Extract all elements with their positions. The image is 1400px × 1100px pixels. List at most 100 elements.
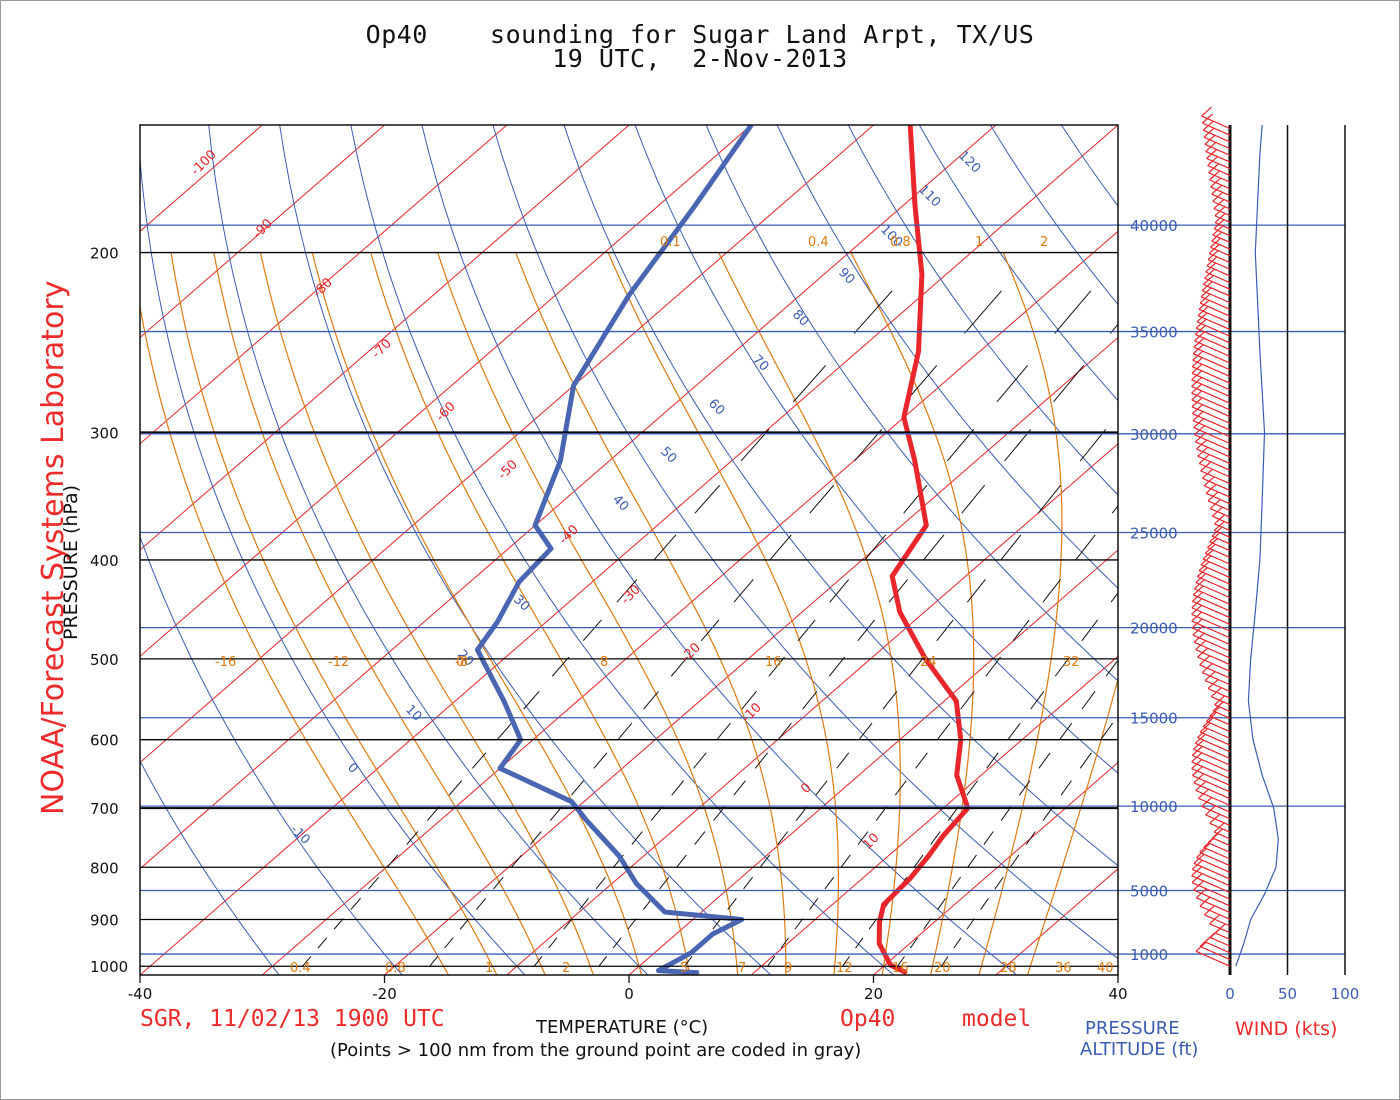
altitude-tick-label: 5000 (1130, 882, 1168, 900)
mixing-ratio-bottom-label: 9 (784, 961, 792, 976)
temperature-point (955, 700, 958, 702)
mixing-ratio-dash (923, 918, 932, 930)
mixing-ratio-dash (616, 579, 638, 603)
wind-barb (1211, 696, 1231, 706)
wind-barb (1202, 477, 1231, 491)
mixing-ratio-top-label: 0.4 (808, 235, 829, 250)
dewpoint-point (663, 911, 666, 913)
mixing-ratio-dash (627, 918, 637, 930)
mixing-ratio-top-label: 2 (1040, 235, 1048, 250)
altitude-tick-label: 15000 (1130, 710, 1178, 728)
isotherm-label: -30 (618, 582, 644, 608)
mixing-ratio-dash (659, 876, 670, 890)
mixing-ratio-dash (459, 918, 470, 930)
isotherm-line (750, 655, 1118, 975)
mixing-ratio-dash (864, 534, 887, 561)
mixing-ratio-dash (857, 619, 876, 642)
mixing-ratio-bottom-label: 16 (892, 961, 909, 976)
mixing-ratio-dash (1054, 290, 1092, 334)
altitude-tick-label: 30000 (1130, 426, 1178, 444)
wind-speed-profile (1235, 124, 1279, 967)
mixing-ratio-dash (937, 898, 946, 910)
mixing-ratio-dash (317, 937, 328, 949)
wind-barb (1191, 406, 1231, 424)
mixing-ratio-dash (966, 918, 975, 930)
mixing-ratio-dash (909, 937, 918, 949)
mixing-ratio-dash (548, 937, 558, 949)
station-label: SGR, 11/02/13 1900 UTC (140, 1006, 445, 1032)
mixing-ratio-dash (631, 831, 643, 845)
isotherm-label: 0 (798, 780, 814, 796)
isotherm-line (140, 125, 630, 551)
wind-barb (1197, 576, 1231, 592)
mixing-ratio-dash (855, 937, 864, 949)
dry-adiabat-line (492, 125, 1118, 960)
wind-barb (1205, 814, 1231, 827)
wind-barb (1203, 283, 1231, 297)
wind-barb (1212, 234, 1231, 243)
mixing-ratio-dash (511, 854, 523, 868)
wind-barb (1193, 427, 1231, 445)
chart-title: Op40 sounding for Sugar Land Arpt, TX/US (365, 20, 1035, 49)
mixing-ratio-dash (913, 854, 924, 868)
wind-barb (1192, 359, 1231, 378)
mixing-ratio-dash (1081, 691, 1096, 710)
wind-tick-label: 50 (1278, 985, 1297, 1003)
wind-barb (1192, 868, 1231, 887)
wind-barb (1193, 346, 1231, 364)
temperature-point (955, 774, 958, 777)
mixing-ratio-dash (767, 956, 776, 967)
mixing-ratio-dash (350, 897, 361, 910)
mixing-ratio-dash (444, 937, 454, 949)
dewpoint-point (476, 649, 479, 651)
isotherm-line (140, 125, 874, 764)
dry-adiabat-label: 120 (955, 148, 983, 176)
wind-barb (1205, 271, 1231, 284)
wind-barb (1191, 399, 1231, 418)
mixing-ratio-dash (1059, 722, 1073, 741)
mixing-ratio-dash (908, 656, 925, 677)
wind-barb (1199, 945, 1231, 961)
mixing-ratio-dash (915, 752, 928, 769)
mixing-ratio-dash (836, 752, 850, 769)
mixing-ratio-dash (793, 365, 827, 403)
mixing-ratio-dash (693, 752, 707, 769)
wind-barb (1192, 754, 1231, 773)
isotherm-line (0, 125, 18, 975)
mixing-ratio-dash (650, 806, 663, 821)
wind-barb (1195, 897, 1231, 914)
wind-barb (1192, 353, 1231, 371)
wind-barb (1198, 462, 1231, 478)
wind-barb (1209, 252, 1231, 264)
isotherm-label: -50 (495, 457, 521, 483)
mixing-ratio-bottom-label: 36 (1055, 961, 1072, 976)
dry-adiabat-line (1204, 125, 1400, 975)
wind-barb (1191, 392, 1231, 411)
mixing-ratio-dash (741, 691, 757, 710)
mixing-ratio-dash (1053, 365, 1085, 403)
dry-adiabat-line (634, 125, 1118, 774)
dewpoint-point (657, 969, 660, 972)
altitude-label-1: PRESSURE (1085, 1018, 1180, 1039)
mixing-ratio-bottom-label: 7 (738, 961, 746, 976)
mixing-ratio-dash (769, 534, 792, 561)
wind-barb (1197, 656, 1231, 672)
wind-barb (1191, 882, 1231, 900)
mixing-ratio-top-label: 1 (975, 235, 983, 250)
mixing-ratio-dash (694, 484, 721, 514)
mixing-ratio-dash (1042, 579, 1061, 603)
x-axis-label: TEMPERATURE (°C) (536, 1017, 709, 1038)
moist-adiabat-line (437, 252, 739, 975)
mixing-ratio-dash (1012, 619, 1030, 642)
pressure-tick-label: 400 (90, 552, 119, 570)
mixing-ratio-dash (983, 831, 994, 845)
wind-barb (1211, 193, 1231, 203)
wind-barb (1191, 385, 1231, 404)
mixing-ratio-dash (617, 722, 633, 741)
mixing-ratio-dash (1100, 722, 1114, 741)
temperature-point (942, 834, 945, 837)
wind-barb (1201, 805, 1231, 820)
isotherm-line (1117, 974, 1118, 975)
isotherm-line (261, 230, 1118, 975)
wind-barb (1210, 186, 1231, 197)
